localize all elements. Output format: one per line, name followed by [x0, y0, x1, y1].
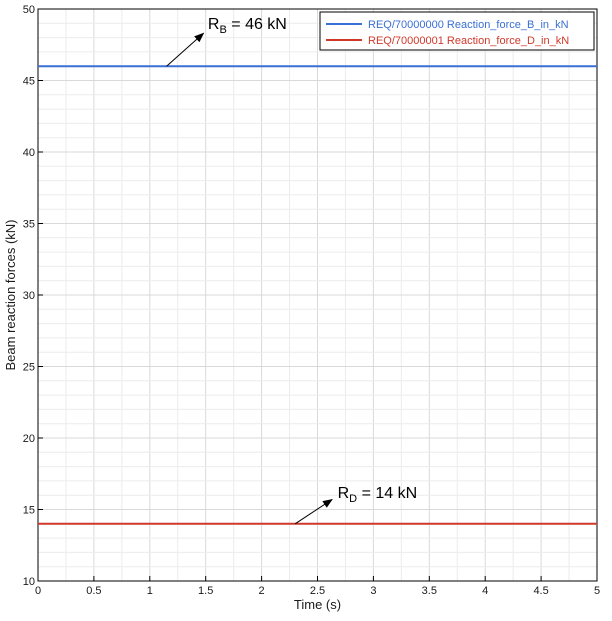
- annotation-arrow: [166, 32, 205, 67]
- x-tick-label: 4.5: [533, 585, 548, 597]
- x-tick-label: 2: [259, 585, 265, 597]
- x-tick-label: 2.5: [310, 585, 325, 597]
- y-tick-label: 40: [23, 147, 35, 159]
- annotation-arrow: [294, 498, 333, 525]
- grid: [38, 9, 597, 581]
- y-tick-label: 45: [23, 76, 35, 88]
- annotation-label: RB = 46 kN: [208, 16, 287, 36]
- axis-ticks: 0 0.5 1 1.5 2 2.5 3 3.5 4 4.5 5 10 15 20 25 30 35 40 45 50: [23, 4, 600, 597]
- legend-label-1: REQ/70000000 Reaction_force_B_in_kN: [368, 19, 569, 31]
- y-tick-label: 30: [23, 290, 35, 302]
- x-tick-label: 5: [594, 585, 600, 597]
- x-tick-label: 3.5: [422, 585, 437, 597]
- x-axis-label: Time (s): [294, 597, 341, 612]
- y-tick-label: 35: [23, 219, 35, 231]
- y-tick-label: 50: [23, 4, 35, 16]
- x-tick-label: 0: [35, 585, 41, 597]
- x-tick-label: 1.5: [198, 585, 213, 597]
- annotation-label: RD = 14 kN: [338, 485, 418, 505]
- legend: REQ/70000000 Reaction_force_B_in_kN REQ/7…: [319, 11, 595, 51]
- y-tick-label: 25: [23, 362, 35, 374]
- legend-box: [319, 11, 595, 51]
- series-lines: [38, 65, 597, 525]
- x-tick-label: 3: [370, 585, 376, 597]
- y-tick-label: 20: [23, 433, 35, 445]
- y-axis-label: Beam reaction forces (kN): [3, 220, 18, 371]
- x-tick-label: 1: [147, 585, 153, 597]
- y-tick-label: 15: [23, 505, 35, 517]
- x-tick-label: 0.5: [86, 585, 101, 597]
- y-tick-label: 10: [23, 576, 35, 588]
- legend-label-2: REQ/70000001 Reaction_force_D_in_kN: [368, 35, 569, 47]
- x-tick-label: 4: [482, 585, 488, 597]
- annotations: RB = 46 kN RD = 14 kN: [166, 16, 418, 525]
